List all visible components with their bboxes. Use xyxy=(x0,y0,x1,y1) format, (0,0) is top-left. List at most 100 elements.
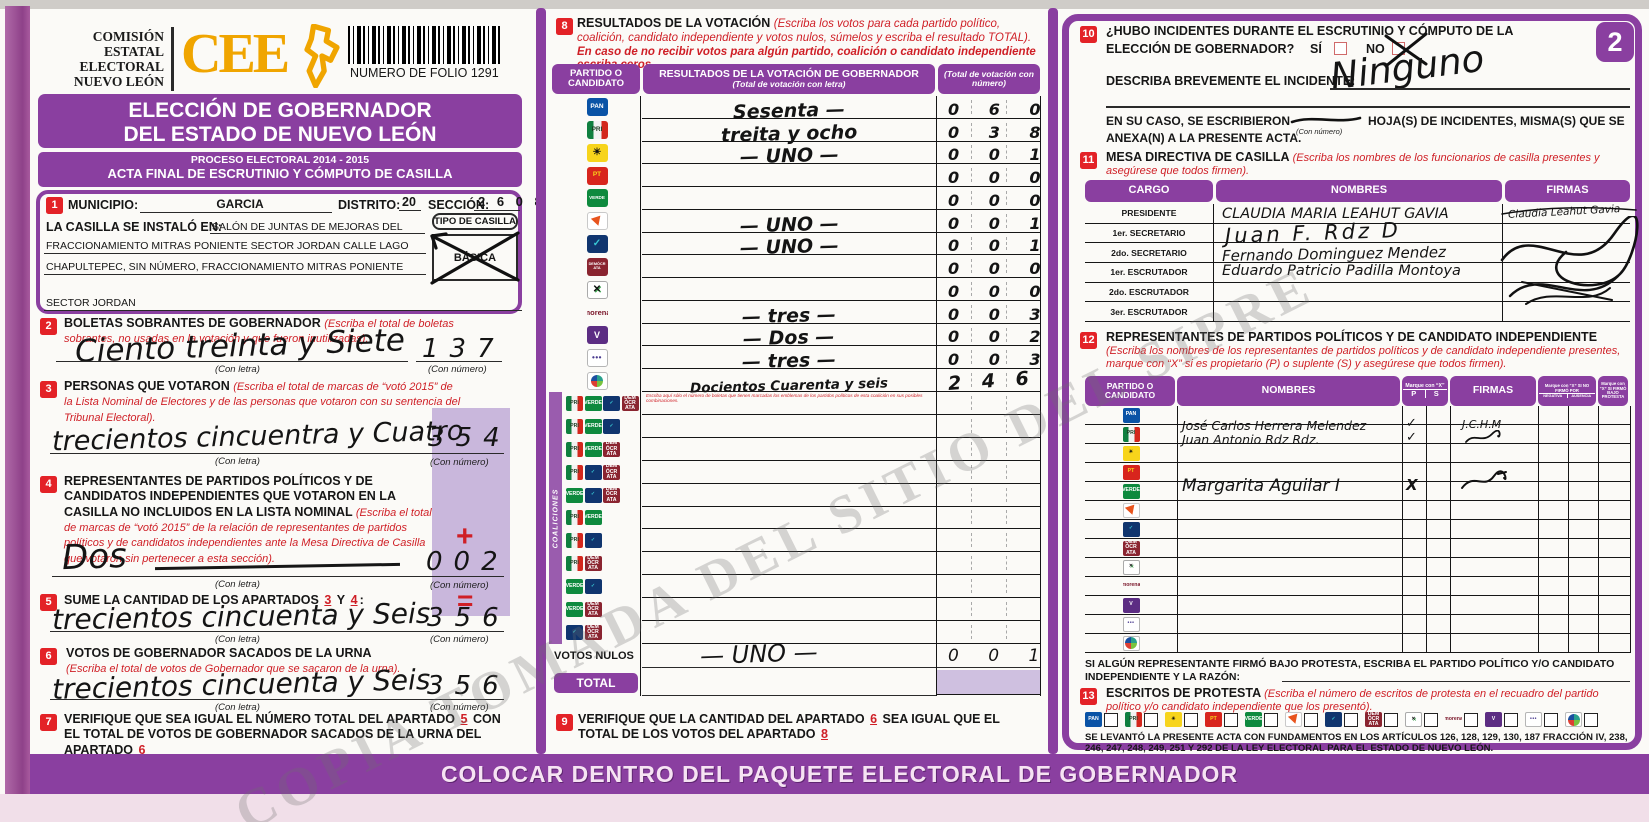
digit-separator xyxy=(1005,145,1007,160)
rep-party-cell-ph: V xyxy=(1085,597,1177,613)
prd-logo: ☀ xyxy=(1122,445,1140,461)
s12-vline7 xyxy=(1598,406,1600,653)
s8-party-cell-ph: V xyxy=(552,324,642,347)
pri-rep-nombre1: José Carlos Herrera Melendez xyxy=(1182,418,1367,433)
section11-instr: (Escriba los nombres de los funcionarios… xyxy=(1106,152,1600,178)
section4-number-line xyxy=(422,576,504,578)
section4-title-text: REPRESENTANTES DE PARTIDOS POLÍTICOS Y D… xyxy=(64,474,396,519)
con-letra-label: (Con letra) xyxy=(215,634,260,645)
s11-header-nombres: NOMBRES xyxy=(1216,180,1502,202)
con-numero-label: (Con número) xyxy=(428,364,487,375)
pan-logo: PAN xyxy=(1085,712,1102,727)
rep-row-pd: DEMÓCRATA xyxy=(1085,539,1630,558)
digit-separator xyxy=(971,236,973,251)
section11-badge: 11 xyxy=(1080,152,1097,169)
process-label: PROCESO ELECTORAL 2014 - 2015 xyxy=(190,154,370,166)
rep-row-es: ••• xyxy=(1085,615,1630,634)
con-letra-label: (Con letra) xyxy=(215,579,260,590)
ops-lavender-strip xyxy=(432,408,510,616)
s8-header-result-text: RESULTADOS DE LA VOTACIÓN DE GOBERNADOR xyxy=(659,68,919,81)
ref-6b: 6 xyxy=(870,712,878,726)
rep-row-morena: morena xyxy=(1085,577,1630,596)
lugar-line3-rule xyxy=(44,274,426,275)
digit-separator xyxy=(971,579,973,594)
prd-logo: ☀ xyxy=(1165,712,1182,727)
s8-row-pt: PT 0 0 0 xyxy=(552,164,1041,188)
s8-party-cell-pan: PAN xyxy=(552,96,642,119)
protesta-chip-pri: PRI xyxy=(1125,712,1158,727)
verde-rep-mark: X xyxy=(1406,476,1418,494)
protesta-box-mc xyxy=(1304,712,1318,727)
s8-row-pan: PAN Sesenta —0 6 0 xyxy=(552,96,1041,123)
total-word-line xyxy=(642,695,936,697)
encaso-label: EN SU CASO, SE ESCRIBIERON xyxy=(1106,114,1291,128)
s12-header-ausencia: AUSENCIA xyxy=(1566,393,1596,398)
coalition-number-8 xyxy=(936,552,1040,576)
section9-badge: 9 xyxy=(556,714,573,731)
votos-nulos-label: VOTOS NULOS xyxy=(554,650,634,662)
protesta-chip-pan: PAN xyxy=(1085,712,1118,727)
digit-separator xyxy=(1005,464,1007,479)
coalition-row-7: PRI ✓ xyxy=(552,529,1040,553)
coalition-number-11 xyxy=(936,621,1040,644)
votos-urna-number: 356 xyxy=(427,671,510,701)
pri-logo: PRI xyxy=(1125,712,1142,727)
section4-word-line xyxy=(52,576,428,578)
pd-logo: DEMÓCRATA xyxy=(584,625,602,641)
indep-logo xyxy=(1565,712,1582,727)
coalition-number-5 xyxy=(936,484,1040,507)
s12-header: PARTIDO O CANDIDATO NOMBRES Marque con “… xyxy=(1085,376,1630,406)
s8-number-na: 0 0 1 xyxy=(936,233,1041,256)
digit-separator xyxy=(971,602,973,617)
commission-line: NUEVO LEÓN xyxy=(73,73,164,89)
section5-y: Y xyxy=(336,593,346,607)
mesa-row-2: 1er. SECRETARIO xyxy=(1085,224,1630,244)
cc-logo: ✕ xyxy=(1405,712,1422,727)
s11-vline2 xyxy=(1502,204,1504,322)
coalition-word-4 xyxy=(642,461,936,484)
s12-header-firmas: FIRMAS xyxy=(1450,376,1536,406)
s8-party-cell-verde: VERDE xyxy=(552,187,642,210)
digit-separator xyxy=(971,556,973,571)
na-logo: ✓ xyxy=(584,487,602,503)
s8-word-pan: Sesenta — xyxy=(642,96,936,123)
na-logo: ✓ xyxy=(566,625,583,641)
firma-secretarios-rubricas xyxy=(1500,216,1639,305)
section5-title: SUME LA CANTIDAD DE LOS APARTADOS 3 Y 4: xyxy=(64,593,484,608)
lugar-line2: FRACCIONAMIENTO MITRAS PONIENTE SECTOR J… xyxy=(46,240,409,252)
digit-separator xyxy=(971,190,973,205)
s8-number-pd: 0 0 0 xyxy=(936,255,1041,279)
barcode xyxy=(348,26,500,64)
s8-row-cc: ✕ 0 0 0 xyxy=(552,278,1041,301)
section10-t2: ELECCIÓN DE GOBERNADOR? xyxy=(1106,42,1295,56)
section2-instr: (Escriba el total de boletas sobrantes, … xyxy=(64,318,454,346)
coalition-number-6 xyxy=(936,507,1040,530)
municipio-label: MUNICIPIO: xyxy=(68,198,139,212)
rep-party-cell-verde: VERDE xyxy=(1085,483,1177,499)
rep-party-cell-pan: PAN xyxy=(1085,407,1177,423)
anexa-label: ANEXA(N) A LA PRESENTE ACTA. xyxy=(1106,131,1302,145)
tipo-casilla-x-mark xyxy=(430,231,520,285)
commission-line: ELECTORAL xyxy=(79,58,164,74)
es-logo: ••• xyxy=(1525,712,1542,727)
votos-nulos-word: — UNO — xyxy=(699,637,819,671)
section12-title: REPRESENTANTES DE PARTIDOS POLÍTICOS Y D… xyxy=(1106,330,1626,372)
verde-logo: VERDE xyxy=(584,418,602,434)
hojas-dash-mark xyxy=(1290,116,1362,124)
digit-separator xyxy=(971,213,973,228)
s8-header-letra: (Total de votación con letra) xyxy=(732,79,846,90)
protesta-chip-indep xyxy=(1565,712,1598,727)
mesa-row-1: PRESIDENTE xyxy=(1085,204,1630,224)
s8-row-na: ✓ — UNO —0 0 1 xyxy=(552,233,1041,260)
section5-word-line xyxy=(50,631,428,633)
s8-row-indep: Docientos Cuarenta y seis 2 4 6 xyxy=(552,367,1040,397)
cargo-label: 2do. SECRETARIO xyxy=(1111,247,1187,258)
coalition-word-10 xyxy=(642,598,936,622)
pd-logo: DEMÓCRATA xyxy=(621,395,639,411)
s12-header-negativa: NEGATIVA xyxy=(1543,393,1563,398)
coalition-logos-8: PRI DEMÓCRATA xyxy=(552,552,642,575)
s8-word-pri: treita y ocho xyxy=(642,119,936,146)
cc-logo: ✕ xyxy=(586,280,608,299)
digit-separator xyxy=(971,350,973,365)
s12-header-s: S xyxy=(1424,390,1448,399)
